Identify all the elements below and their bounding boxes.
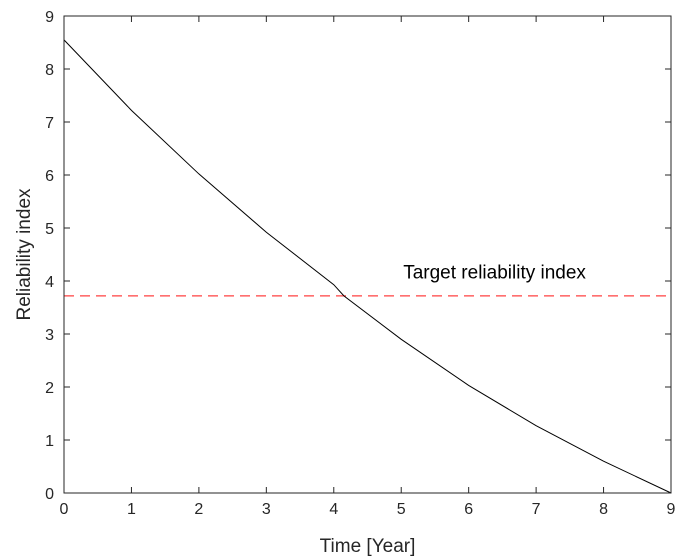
y-tick-label: 1 [45,433,54,450]
y-tick-label: 2 [45,380,54,397]
x-tick-label: 2 [194,501,203,518]
reliability-index-curve [63,39,672,494]
y-tick-label: 3 [45,327,54,344]
x-tick-label: 0 [60,501,69,518]
x-tick-label: 3 [262,501,271,518]
x-tick-label: 8 [599,501,608,518]
x-tick-label: 7 [532,501,541,518]
x-tick-label: 4 [329,501,338,518]
x-tick-label: 5 [397,501,406,518]
y-tick-label: 9 [45,9,54,26]
y-tick-label: 0 [45,486,54,503]
y-tick-label: 6 [45,168,54,185]
x-tick-label: 1 [127,501,136,518]
y-tick-label: 7 [45,115,54,132]
x-tick-label: 6 [464,501,473,518]
x-tick-label: 9 [667,501,676,518]
x-axis-title: Time [Year] [320,536,416,556]
y-tick-label: 8 [45,62,54,79]
series-layer [63,39,672,494]
y-tick-label: 5 [45,221,54,238]
target-reliability-annotation: Target reliability index [403,263,586,284]
plot-frame [63,15,672,494]
y-axis-title: Reliability index [14,188,35,321]
y-tick-label: 4 [45,274,54,291]
